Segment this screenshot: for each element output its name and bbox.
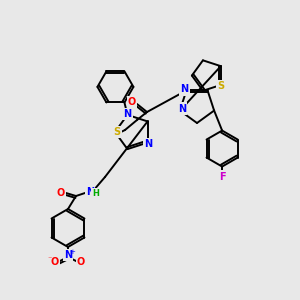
- Text: O: O: [57, 188, 65, 198]
- Text: N: N: [123, 109, 131, 119]
- Text: O: O: [128, 97, 136, 107]
- Text: N: N: [178, 103, 186, 114]
- Text: S: S: [217, 81, 224, 91]
- Text: +: +: [69, 249, 75, 255]
- Text: N: N: [86, 187, 94, 197]
- Text: O: O: [51, 257, 59, 267]
- Text: N: N: [145, 139, 153, 148]
- Text: S: S: [113, 127, 121, 137]
- Text: ⁻: ⁻: [48, 254, 52, 263]
- Text: N: N: [64, 250, 72, 260]
- Text: N: N: [180, 84, 188, 94]
- Text: H: H: [93, 190, 99, 199]
- Text: O: O: [77, 257, 85, 267]
- Text: F: F: [219, 172, 225, 182]
